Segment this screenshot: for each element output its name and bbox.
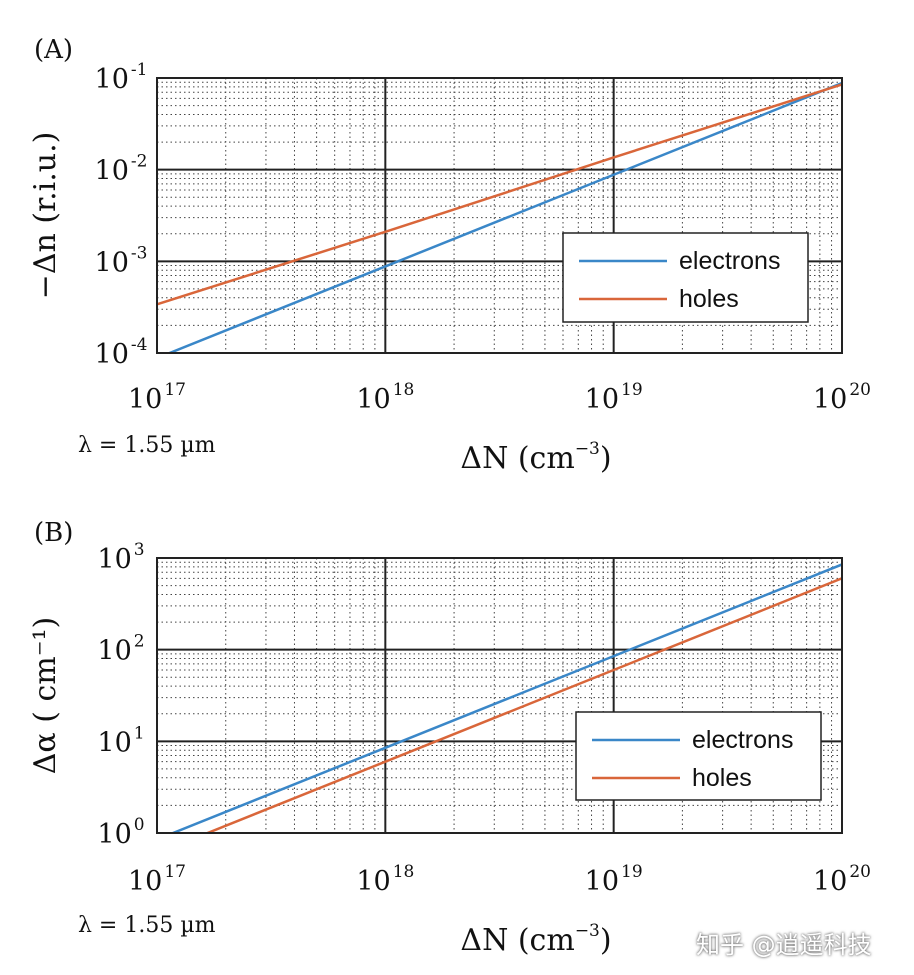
panel-label: (B) <box>34 518 73 548</box>
y-tick-label: 10 0 <box>97 815 144 850</box>
x-tick-label: 10 20 <box>813 380 871 415</box>
legend: electrons holes <box>562 232 809 323</box>
x-tick-label: 10 17 <box>128 380 186 415</box>
legend: electrons holes <box>575 711 822 801</box>
y-tick-label: 10 1 <box>97 723 144 758</box>
legend-box <box>575 711 822 801</box>
x-tick-label: 10 19 <box>585 380 643 415</box>
x-axis-label: ΔN (cm−3) <box>460 921 611 958</box>
legend-box <box>562 232 809 323</box>
plot-frame <box>156 557 843 834</box>
panel-label: (A) <box>34 35 73 65</box>
series-line-electrons <box>166 81 842 353</box>
x-tick-label: 10 18 <box>356 862 414 897</box>
y-tick-label: 10 -2 <box>95 152 148 187</box>
y-tick-label: 10 -1 <box>95 60 148 95</box>
x-tick-label: 10 17 <box>128 862 186 897</box>
series-line-holes <box>157 83 842 306</box>
legend-label-electrons: electrons <box>679 247 780 275</box>
legend-label-electrons: electrons <box>692 726 793 754</box>
x-tick-label: 10 20 <box>813 862 871 897</box>
x-tick-label: 10 19 <box>585 862 643 897</box>
legend-label-holes: holes <box>692 764 752 792</box>
chart-panel-a: (A) 10 17 10 18 10 19 10 20 10 -4 10 -3 10 -2 10 -1 ΔN (c… <box>28 35 871 476</box>
y-tick-label: 10 3 <box>97 540 144 575</box>
chart-panel-b: (B) 10 17 10 18 10 19 10 20 10 0 10 1 10 2 10 3 ΔN (cm−3)… <box>28 518 871 958</box>
series-line-holes <box>204 577 842 833</box>
series-line-electrons <box>169 563 842 833</box>
y-tick-label: 10 2 <box>97 632 144 667</box>
x-tick-label: 10 18 <box>356 380 414 415</box>
y-tick-label: 10 -3 <box>95 243 148 278</box>
y-tick-label: 10 -4 <box>95 335 148 370</box>
watermark: 知乎 @逍遥科技 <box>696 931 872 959</box>
plot-frame <box>156 77 843 354</box>
wavelength-note: λ = 1.55 µm <box>78 433 216 458</box>
x-axis-label: ΔN (cm−3) <box>460 439 611 476</box>
wavelength-note: λ = 1.55 µm <box>78 913 216 938</box>
y-axis-label: −Δn (r.i.u.) <box>28 132 63 300</box>
y-axis-label: Δα ( cm⁻¹) <box>28 617 63 775</box>
legend-label-holes: holes <box>679 285 739 313</box>
